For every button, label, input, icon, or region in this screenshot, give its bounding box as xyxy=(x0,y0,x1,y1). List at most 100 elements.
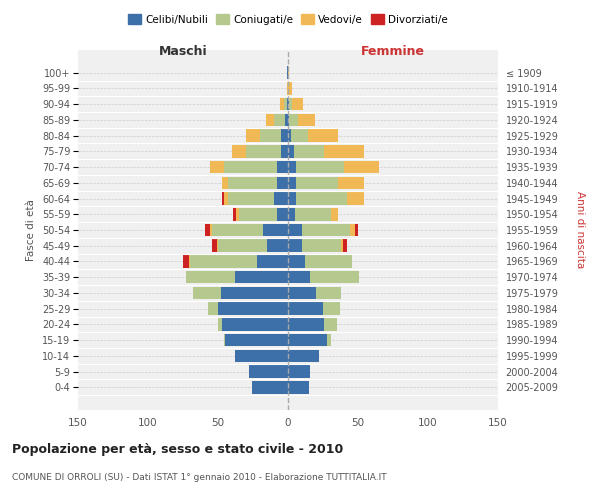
Text: Popolazione per età, sesso e stato civile - 2010: Popolazione per età, sesso e stato civil… xyxy=(12,442,343,456)
Bar xyxy=(288,302,323,315)
Bar xyxy=(288,255,305,268)
Bar xyxy=(287,66,288,79)
Bar xyxy=(341,240,343,252)
Bar xyxy=(291,130,308,142)
Bar xyxy=(296,192,347,205)
Bar xyxy=(228,192,274,205)
Bar xyxy=(209,161,224,173)
Bar xyxy=(289,114,298,126)
Bar xyxy=(186,271,235,283)
Bar xyxy=(344,161,379,173)
Bar xyxy=(288,145,293,158)
Bar xyxy=(224,334,225,346)
Bar xyxy=(288,271,310,283)
Bar xyxy=(293,145,325,158)
Bar xyxy=(288,381,309,394)
Bar xyxy=(232,145,246,158)
Bar xyxy=(246,130,260,142)
Bar xyxy=(246,145,281,158)
Bar xyxy=(218,318,222,330)
Bar xyxy=(289,98,292,110)
Bar xyxy=(225,334,288,346)
Bar xyxy=(257,255,288,268)
Bar xyxy=(338,176,364,189)
Bar xyxy=(288,286,316,299)
Bar xyxy=(218,240,267,252)
Bar xyxy=(217,240,218,252)
Bar xyxy=(190,255,257,268)
Bar xyxy=(288,130,291,142)
Bar xyxy=(323,302,340,315)
Bar xyxy=(284,98,287,110)
Text: Maschi: Maschi xyxy=(158,46,208,59)
Bar xyxy=(325,318,337,330)
Bar xyxy=(281,130,288,142)
Bar xyxy=(277,208,288,220)
Bar xyxy=(205,224,209,236)
Bar xyxy=(343,240,347,252)
Bar xyxy=(296,161,344,173)
Bar xyxy=(288,114,289,126)
Bar xyxy=(316,286,341,299)
Bar xyxy=(288,366,310,378)
Bar xyxy=(347,192,364,205)
Bar xyxy=(193,286,221,299)
Bar xyxy=(288,98,289,110)
Bar xyxy=(292,98,304,110)
Bar xyxy=(302,224,350,236)
Bar xyxy=(228,176,277,189)
Bar xyxy=(288,176,296,189)
Bar xyxy=(296,176,338,189)
Bar xyxy=(209,224,212,236)
Bar xyxy=(233,208,236,220)
Bar xyxy=(188,255,190,268)
Bar xyxy=(350,224,355,236)
Bar xyxy=(288,208,295,220)
Bar xyxy=(221,286,288,299)
Bar xyxy=(224,161,277,173)
Bar xyxy=(224,192,228,205)
Bar xyxy=(302,240,341,252)
Bar xyxy=(260,130,281,142)
Bar xyxy=(298,114,314,126)
Bar xyxy=(310,271,359,283)
Bar xyxy=(239,208,277,220)
Bar xyxy=(287,98,288,110)
Bar xyxy=(355,224,358,236)
Bar xyxy=(285,114,288,126)
Bar xyxy=(281,145,288,158)
Bar xyxy=(274,114,285,126)
Bar xyxy=(277,161,288,173)
Bar xyxy=(212,240,217,252)
Bar xyxy=(295,208,331,220)
Bar xyxy=(222,176,228,189)
Bar xyxy=(263,224,288,236)
Bar xyxy=(288,66,289,79)
Bar xyxy=(331,208,338,220)
Bar xyxy=(288,350,319,362)
Text: Femmine: Femmine xyxy=(361,46,425,59)
Y-axis label: Anni di nascita: Anni di nascita xyxy=(575,192,585,268)
Bar xyxy=(222,318,288,330)
Bar xyxy=(208,302,218,315)
Bar xyxy=(288,161,296,173)
Bar xyxy=(288,334,327,346)
Bar xyxy=(308,130,338,142)
Bar xyxy=(235,350,288,362)
Bar xyxy=(288,192,296,205)
Bar xyxy=(287,82,288,94)
Bar xyxy=(266,114,274,126)
Bar xyxy=(222,192,224,205)
Bar xyxy=(212,224,263,236)
Bar xyxy=(327,334,331,346)
Bar xyxy=(251,381,288,394)
Bar xyxy=(288,240,302,252)
Bar xyxy=(236,208,239,220)
Bar xyxy=(249,366,288,378)
Bar xyxy=(288,318,325,330)
Y-axis label: Fasce di età: Fasce di età xyxy=(26,199,37,261)
Bar xyxy=(277,176,288,189)
Bar xyxy=(288,82,292,94)
Bar xyxy=(280,98,284,110)
Bar xyxy=(325,145,364,158)
